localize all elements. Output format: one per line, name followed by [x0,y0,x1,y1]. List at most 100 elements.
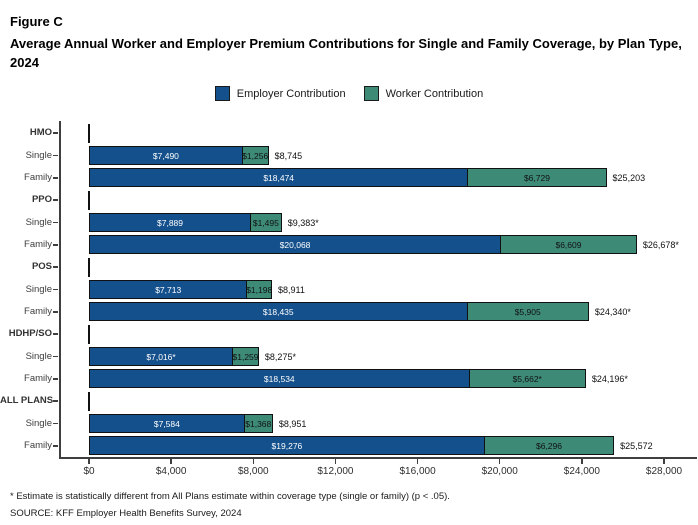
zero-baseline-mark [88,324,90,344]
bar-total-label: $8,275* [264,351,296,362]
bar-segment-worker: $1,495 [250,213,282,232]
page-title: Average Annual Worker and Employer Premi… [10,36,682,70]
bar-segment-worker: $1,256 [241,146,269,165]
bar-row: $18,474 $6,729 $25,203 [89,168,645,188]
y-axis-tick [53,266,58,268]
legend-swatch-worker [363,86,379,101]
x-axis-tick [252,459,255,464]
y-axis-label: PPO [31,194,52,206]
bar-value-label-employer: $7,584 [153,418,180,429]
bar-segment-employer: $20,068 [89,235,502,255]
x-axis-tick [663,459,665,464]
bar-segment-worker: $1,198 [246,280,272,299]
bar-value-label-worker: $1,495 [252,217,279,228]
bar-segment-employer: $18,435 [89,302,468,322]
legend-label-worker: Worker Contribution [385,87,484,100]
x-axis-tick [581,459,583,464]
bar-row: $7,889 $1,495 $9,383* [89,213,319,232]
y-axis-tick [53,311,58,313]
y-axis-tick [53,221,58,224]
zero-baseline-mark [88,257,90,277]
bar-value-label-employer: $18,474 [263,172,295,183]
bar-total-label: $25,572 [620,440,653,451]
bar-row: $18,534 $5,662* $24,196* [89,369,628,389]
bar-value-label-employer: $7,713 [155,284,182,295]
bar-value-label-worker: $1,256 [242,150,269,161]
y-axis-label: HMO [29,127,52,139]
bar-row: $7,016* $1,259 $8,275* [89,347,296,366]
x-axis-tick-label: $16,000 [399,466,436,477]
bar-value-label-employer: $7,016* [146,351,176,362]
y-axis-label: Family [24,171,52,183]
bar-value-label-worker: $1,259 [232,351,259,362]
y-axis-tick [53,199,58,201]
bar-total-label: $8,951 [278,418,307,429]
bar-segment-employer: $18,474 [89,168,469,188]
y-axis-tick [53,333,58,335]
bar-total-label: $26,678* [642,239,679,250]
x-axis-tick-label: $12,000 [317,466,354,477]
bar-row: $7,713 $1,198 $8,911 [89,280,305,299]
bar-value-label-employer: $20,068 [279,239,311,250]
y-axis-label: Single [25,149,52,161]
bar-value-label-worker: $5,905 [514,306,541,317]
source-note: SOURCE: KFF Employer Health Benefits Sur… [10,508,242,519]
y-axis-tick [53,355,58,358]
bar-segment-employer: $7,889 [89,213,251,232]
x-axis-tick [416,459,419,464]
bar-value-label-worker: $6,609 [555,239,582,250]
y-axis-label: Family [24,305,52,317]
x-axis-tick-label: $20,000 [481,466,518,477]
y-axis-tick [53,400,58,402]
y-axis-label: Family [24,238,52,250]
x-axis-tick [88,459,90,464]
y-axis-label: Single [25,417,52,429]
y-axis-label: ALL PLANS [0,395,54,407]
bar-total-label: $24,196* [591,373,628,384]
bar-segment-worker: $6,609 [500,235,637,255]
y-axis-tick [53,378,58,380]
bar-segment-worker: $6,296 [483,436,615,456]
bar-value-label-employer: $7,889 [157,217,183,228]
bar-row: $18,435 $5,905 $24,340* [89,302,631,322]
bar-value-label-employer: $18,534 [263,373,295,384]
x-axis-tick [334,459,337,464]
legend: Employer Contribution Worker Contributio… [0,86,698,101]
y-axis-tick [53,244,58,246]
x-axis-tick [498,459,501,464]
bar-value-label-worker: $1,198 [246,284,273,295]
y-axis-line [59,121,61,457]
y-axis-tick [53,422,58,425]
legend-item-worker: Worker Contribution [363,86,484,101]
bar-row: $20,068 $6,609 $26,678* [89,235,679,255]
legend-label-employer: Employer Contribution [236,87,346,100]
bar-total-label: $8,911 [277,284,305,295]
bar-segment-employer: $19,276 [89,436,485,456]
bar-segment-worker: $5,905 [466,302,589,322]
x-axis-tick-label: $8,000 [237,466,269,477]
bar-segment-employer: $7,490 [89,146,243,165]
bar-value-label-employer: $7,490 [152,150,179,161]
x-axis-tick-label: $4,000 [155,466,187,477]
bar-segment-employer: $18,534 [89,369,470,389]
bar-total-label: $9,383* [287,217,319,228]
bar-segment-worker: $6,729 [467,168,607,188]
y-axis-label: Single [25,283,52,295]
bar-segment-worker: $5,662* [468,369,586,389]
x-axis-tick [170,459,172,464]
y-axis-label: POS [31,261,52,273]
bar-value-label-worker: $5,662* [512,373,542,384]
y-axis-label: Single [25,350,52,362]
bar-total-label: $8,745 [274,150,303,161]
y-axis-label: Family [24,372,52,384]
bar-value-label-employer: $19,276 [271,440,303,451]
bar-row: $7,584 $1,368 $8,951 [89,414,306,433]
zero-baseline-mark [88,190,90,210]
y-axis-tick [53,154,58,157]
zero-baseline-mark [88,123,90,143]
bar-segment-employer: $7,584 [89,414,245,433]
y-axis-label: HDHP/SO [8,328,52,340]
figure-label: Figure C [10,14,63,29]
